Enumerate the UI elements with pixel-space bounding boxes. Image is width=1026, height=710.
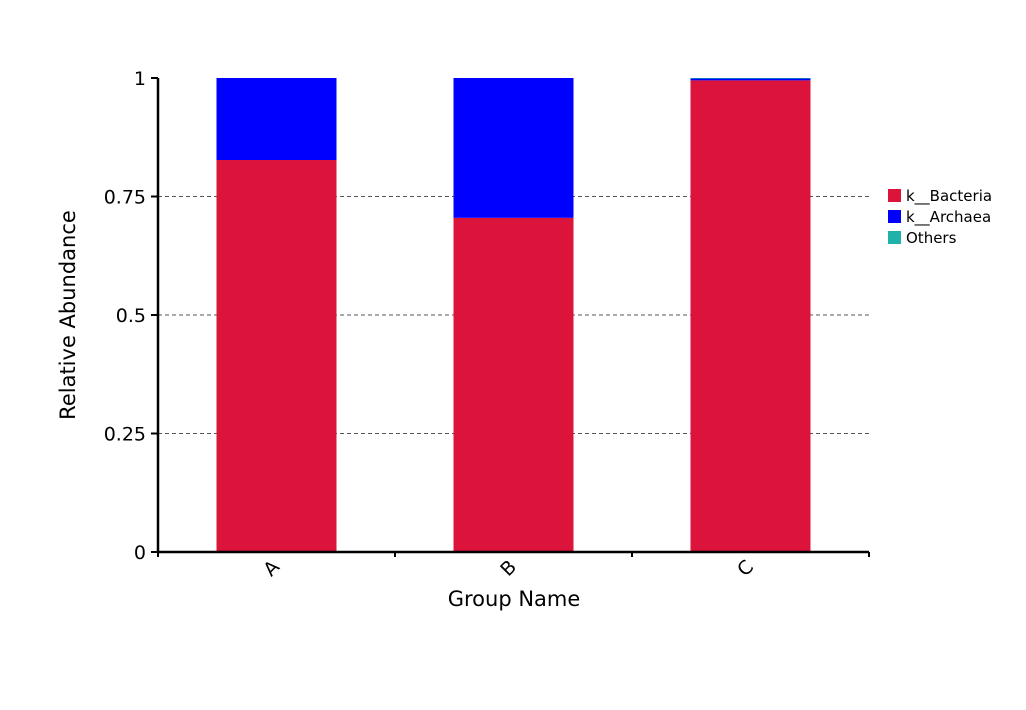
bar-A-k__Bacteria xyxy=(216,160,337,552)
y-tick-label-1: 0.25 xyxy=(104,424,146,446)
legend-label-Others: Others xyxy=(906,229,957,247)
legend-swatch-Others xyxy=(888,231,901,244)
y-tick-label-4: 1 xyxy=(134,68,146,90)
bar-B-k__Bacteria xyxy=(453,217,574,552)
x-tick-label-A: A xyxy=(259,556,284,581)
x-axis-title: Group Name xyxy=(448,587,581,611)
x-ticks: A B C xyxy=(157,552,870,581)
bar-B-k__Archaea xyxy=(453,78,574,218)
bar-C-Others xyxy=(690,78,811,79)
y-tick-label-2: 0.5 xyxy=(116,305,146,327)
x-tick-label-C: C xyxy=(733,556,758,581)
x-tick-label-B: B xyxy=(496,556,521,581)
legend: k__Bacteria k__Archaea Others xyxy=(888,187,992,247)
bar-C-k__Archaea xyxy=(690,78,811,81)
legend-label-k__Archaea: k__Archaea xyxy=(906,208,991,227)
legend-swatch-k__Bacteria xyxy=(888,189,901,202)
legend-label-k__Bacteria: k__Bacteria xyxy=(906,187,992,206)
bar-A-k__Archaea xyxy=(216,78,337,161)
y-tick-label-3: 0.75 xyxy=(104,187,146,209)
legend-swatch-k__Archaea xyxy=(888,210,901,223)
bar-C-k__Bacteria xyxy=(690,80,811,553)
y-tick-label-0: 0 xyxy=(134,542,146,564)
bars xyxy=(216,78,811,553)
y-axis-title: Relative Abundance xyxy=(56,210,80,420)
y-ticks: 0 0.25 0.5 0.75 1 xyxy=(104,68,158,564)
